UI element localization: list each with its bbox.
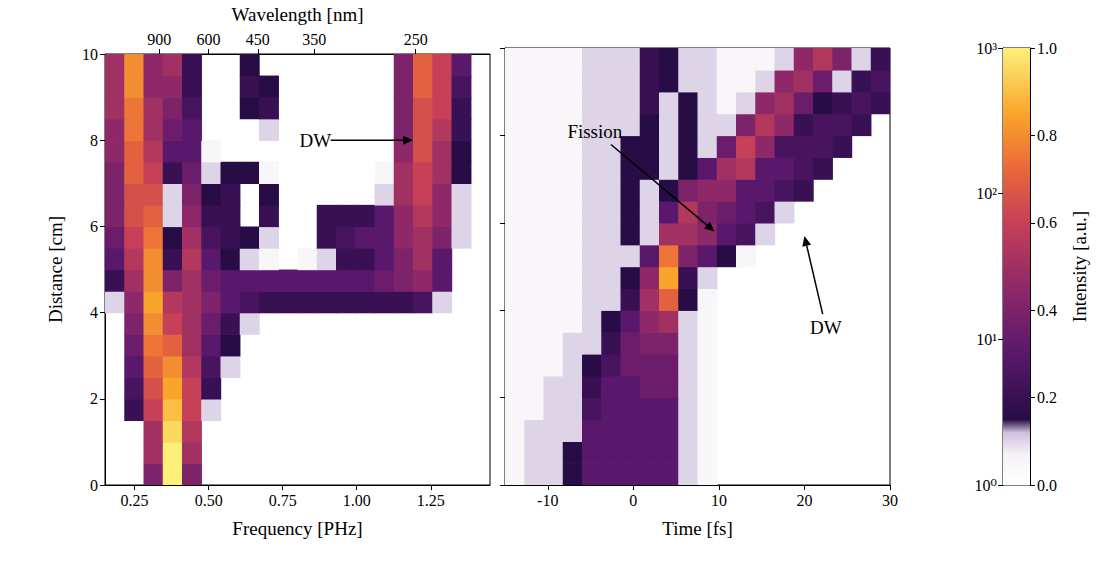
svg-text:0.50: 0.50 xyxy=(195,492,223,509)
svg-text:Frequency [PHz]: Frequency [PHz] xyxy=(232,518,362,539)
svg-text:10²: 10² xyxy=(976,185,997,202)
svg-text:DW: DW xyxy=(810,317,842,338)
svg-text:0.6: 0.6 xyxy=(1037,214,1057,231)
svg-text:350: 350 xyxy=(302,31,326,48)
svg-text:30: 30 xyxy=(882,492,898,509)
svg-text:250: 250 xyxy=(404,31,428,48)
svg-text:8: 8 xyxy=(90,132,98,149)
svg-text:900: 900 xyxy=(147,31,171,48)
svg-text:0.0: 0.0 xyxy=(1037,477,1057,494)
svg-text:DW: DW xyxy=(299,130,331,151)
svg-text:10: 10 xyxy=(711,492,727,509)
svg-text:0.8: 0.8 xyxy=(1037,127,1057,144)
svg-text:0: 0 xyxy=(90,477,98,494)
svg-text:4: 4 xyxy=(90,304,98,321)
svg-text:0: 0 xyxy=(629,492,637,509)
svg-text:Wavelength [nm]: Wavelength [nm] xyxy=(232,4,364,25)
svg-text:1.00: 1.00 xyxy=(343,492,371,509)
svg-text:0.4: 0.4 xyxy=(1037,302,1057,319)
svg-text:0.25: 0.25 xyxy=(121,492,149,509)
svg-text:Time [fs]: Time [fs] xyxy=(662,518,733,539)
svg-text:10⁰: 10⁰ xyxy=(975,477,997,494)
svg-text:0.75: 0.75 xyxy=(269,492,297,509)
svg-text:Fission: Fission xyxy=(567,121,622,142)
svg-text:1.0: 1.0 xyxy=(1037,40,1057,57)
svg-text:1.25: 1.25 xyxy=(417,492,445,509)
svg-text:0.2: 0.2 xyxy=(1037,389,1057,406)
svg-text:20: 20 xyxy=(796,492,812,509)
svg-text:6: 6 xyxy=(90,218,98,235)
svg-text:10: 10 xyxy=(82,46,98,63)
svg-text:2: 2 xyxy=(90,390,98,407)
svg-text:Distance [cm]: Distance [cm] xyxy=(45,216,66,323)
svg-text:450: 450 xyxy=(246,31,270,48)
svg-text:10³: 10³ xyxy=(976,40,997,57)
svg-text:600: 600 xyxy=(197,31,221,48)
svg-text:Intensity [a.u.]: Intensity [a.u.] xyxy=(1069,211,1090,322)
svg-text:10¹: 10¹ xyxy=(976,331,997,348)
svg-text:-10: -10 xyxy=(537,492,558,509)
